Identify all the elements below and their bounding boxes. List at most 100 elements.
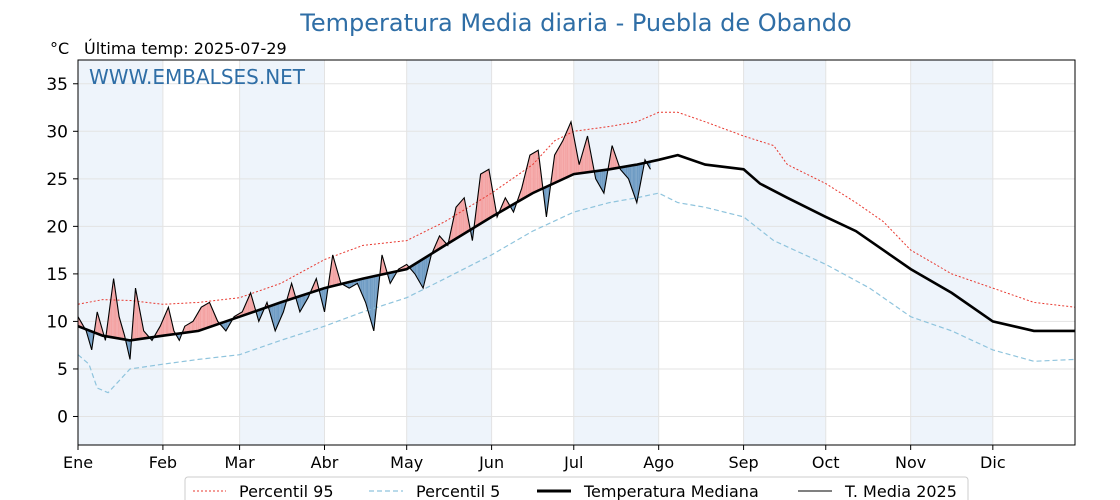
anomaly-above-segment xyxy=(334,259,336,286)
anomaly-above-segment xyxy=(208,302,210,328)
anomaly-above-segment xyxy=(479,174,481,225)
anomaly-above-segment xyxy=(583,145,585,173)
y-tick-label: 20 xyxy=(46,217,68,237)
anomaly-below-segment xyxy=(624,166,626,176)
anomaly-above-segment xyxy=(557,147,559,182)
anomaly-above-segment xyxy=(565,131,567,178)
anomaly-above-segment xyxy=(190,322,192,333)
anomaly-below-segment xyxy=(601,170,603,191)
anomaly-above-segment xyxy=(484,170,487,222)
anomaly-below-segment xyxy=(632,165,635,195)
anomaly-above-segment xyxy=(188,323,191,333)
anomaly-above-segment xyxy=(579,159,581,174)
x-tick-label: Abr xyxy=(311,453,339,472)
anomaly-below-segment xyxy=(279,302,281,322)
anomaly-below-segment xyxy=(636,164,639,203)
y-axis-ticks: 0 5 10 15 20 25 30 35 xyxy=(46,75,78,427)
x-tick-label: Dic xyxy=(980,453,1006,472)
anomaly-above-segment xyxy=(553,155,555,184)
anomaly-below-segment xyxy=(427,255,429,272)
anomaly-above-segment xyxy=(194,316,196,332)
anomaly-above-segment xyxy=(112,278,114,338)
anomaly-fills xyxy=(78,121,651,360)
anomaly-above-segment xyxy=(161,319,163,336)
anomaly-above-segment xyxy=(464,197,466,234)
series-line-percentil-95 xyxy=(77,111,1076,308)
x-tick-label: May xyxy=(390,453,423,472)
anomaly-above-segment xyxy=(564,134,566,179)
anomaly-above-segment xyxy=(612,145,614,169)
anomaly-above-segment xyxy=(197,311,199,332)
anomaly-above-segment xyxy=(171,319,173,335)
anomaly-above-segment xyxy=(569,121,572,176)
anomaly-above-segment xyxy=(209,302,211,328)
anomaly-above-segment xyxy=(198,309,200,331)
anomaly-above-segment xyxy=(201,306,203,330)
anomaly-below-segment xyxy=(545,186,547,217)
anomaly-above-segment xyxy=(568,124,570,177)
anomaly-above-segment xyxy=(193,319,195,332)
x-tick-label: Feb xyxy=(149,453,177,472)
x-tick-label: Mar xyxy=(225,453,256,472)
anomaly-below-segment xyxy=(627,165,629,179)
anomaly-below-segment xyxy=(362,278,365,300)
anomaly-above-segment xyxy=(554,152,556,183)
legend-label-p5: Percentil 5 xyxy=(416,482,500,500)
anomaly-above-segment xyxy=(162,316,165,336)
anomaly-above-segment xyxy=(332,254,335,287)
anomaly-above-segment xyxy=(527,160,529,197)
anomaly-below-segment xyxy=(599,170,602,189)
x-tick-label: Nov xyxy=(895,453,926,472)
anomaly-below-segment xyxy=(302,294,304,308)
anomaly-above-segment xyxy=(555,150,558,183)
anomaly-above-segment xyxy=(466,212,469,232)
anomaly-above-segment xyxy=(566,128,569,178)
y-tick-label: 30 xyxy=(46,122,68,142)
anomaly-below-segment xyxy=(413,264,415,274)
anomaly-above-segment xyxy=(135,288,137,340)
anomaly-above-segment xyxy=(119,316,121,339)
y-tick-label: 35 xyxy=(46,75,68,95)
anomaly-above-segment xyxy=(487,169,489,220)
anomaly-below-segment xyxy=(276,303,278,328)
month-band-nov xyxy=(910,60,993,445)
anomaly-above-segment xyxy=(210,305,213,327)
anomaly-above-segment xyxy=(439,235,441,249)
unit-label: °C xyxy=(50,39,69,58)
anomaly-above-segment xyxy=(191,321,194,332)
anomaly-above-segment xyxy=(165,310,168,336)
anomaly-below-segment xyxy=(366,277,369,312)
plot-frame xyxy=(77,59,1076,446)
anomaly-below-segment xyxy=(602,170,604,194)
x-tick-label: Oct xyxy=(812,453,840,472)
anomaly-below-segment xyxy=(631,165,633,191)
anomaly-above-segment xyxy=(186,324,188,333)
anomaly-below-segment xyxy=(414,263,417,277)
anomaly-above-segment xyxy=(573,136,576,175)
anomaly-below-segment xyxy=(368,277,370,317)
anomaly-above-segment xyxy=(476,196,478,227)
anomaly-above-segment xyxy=(212,308,214,327)
anomaly-below-segment xyxy=(423,258,425,289)
anomaly-above-segment xyxy=(529,154,532,195)
anomaly-above-segment xyxy=(480,173,483,224)
anomaly-above-segment xyxy=(490,177,492,218)
anomaly-above-segment xyxy=(587,136,589,173)
anomaly-below-segment xyxy=(597,170,599,184)
anomaly-above-segment xyxy=(581,150,584,173)
x-tick-label: Jun xyxy=(478,453,504,472)
anomaly-below-segment xyxy=(417,261,420,282)
anomaly-below-segment xyxy=(420,259,422,286)
anomaly-above-segment xyxy=(184,325,187,333)
anomaly-above-segment xyxy=(561,140,563,180)
y-tick-label: 10 xyxy=(46,312,68,332)
y-tick-label: 25 xyxy=(46,170,68,190)
anomaly-below-segment xyxy=(635,164,637,203)
anomaly-above-segment xyxy=(202,305,204,330)
anomaly-below-segment xyxy=(419,260,421,284)
anomaly-above-segment xyxy=(138,302,140,340)
month-band-ene xyxy=(78,60,163,445)
anomaly-above-segment xyxy=(492,193,495,217)
y-tick-label: 0 xyxy=(57,407,68,427)
